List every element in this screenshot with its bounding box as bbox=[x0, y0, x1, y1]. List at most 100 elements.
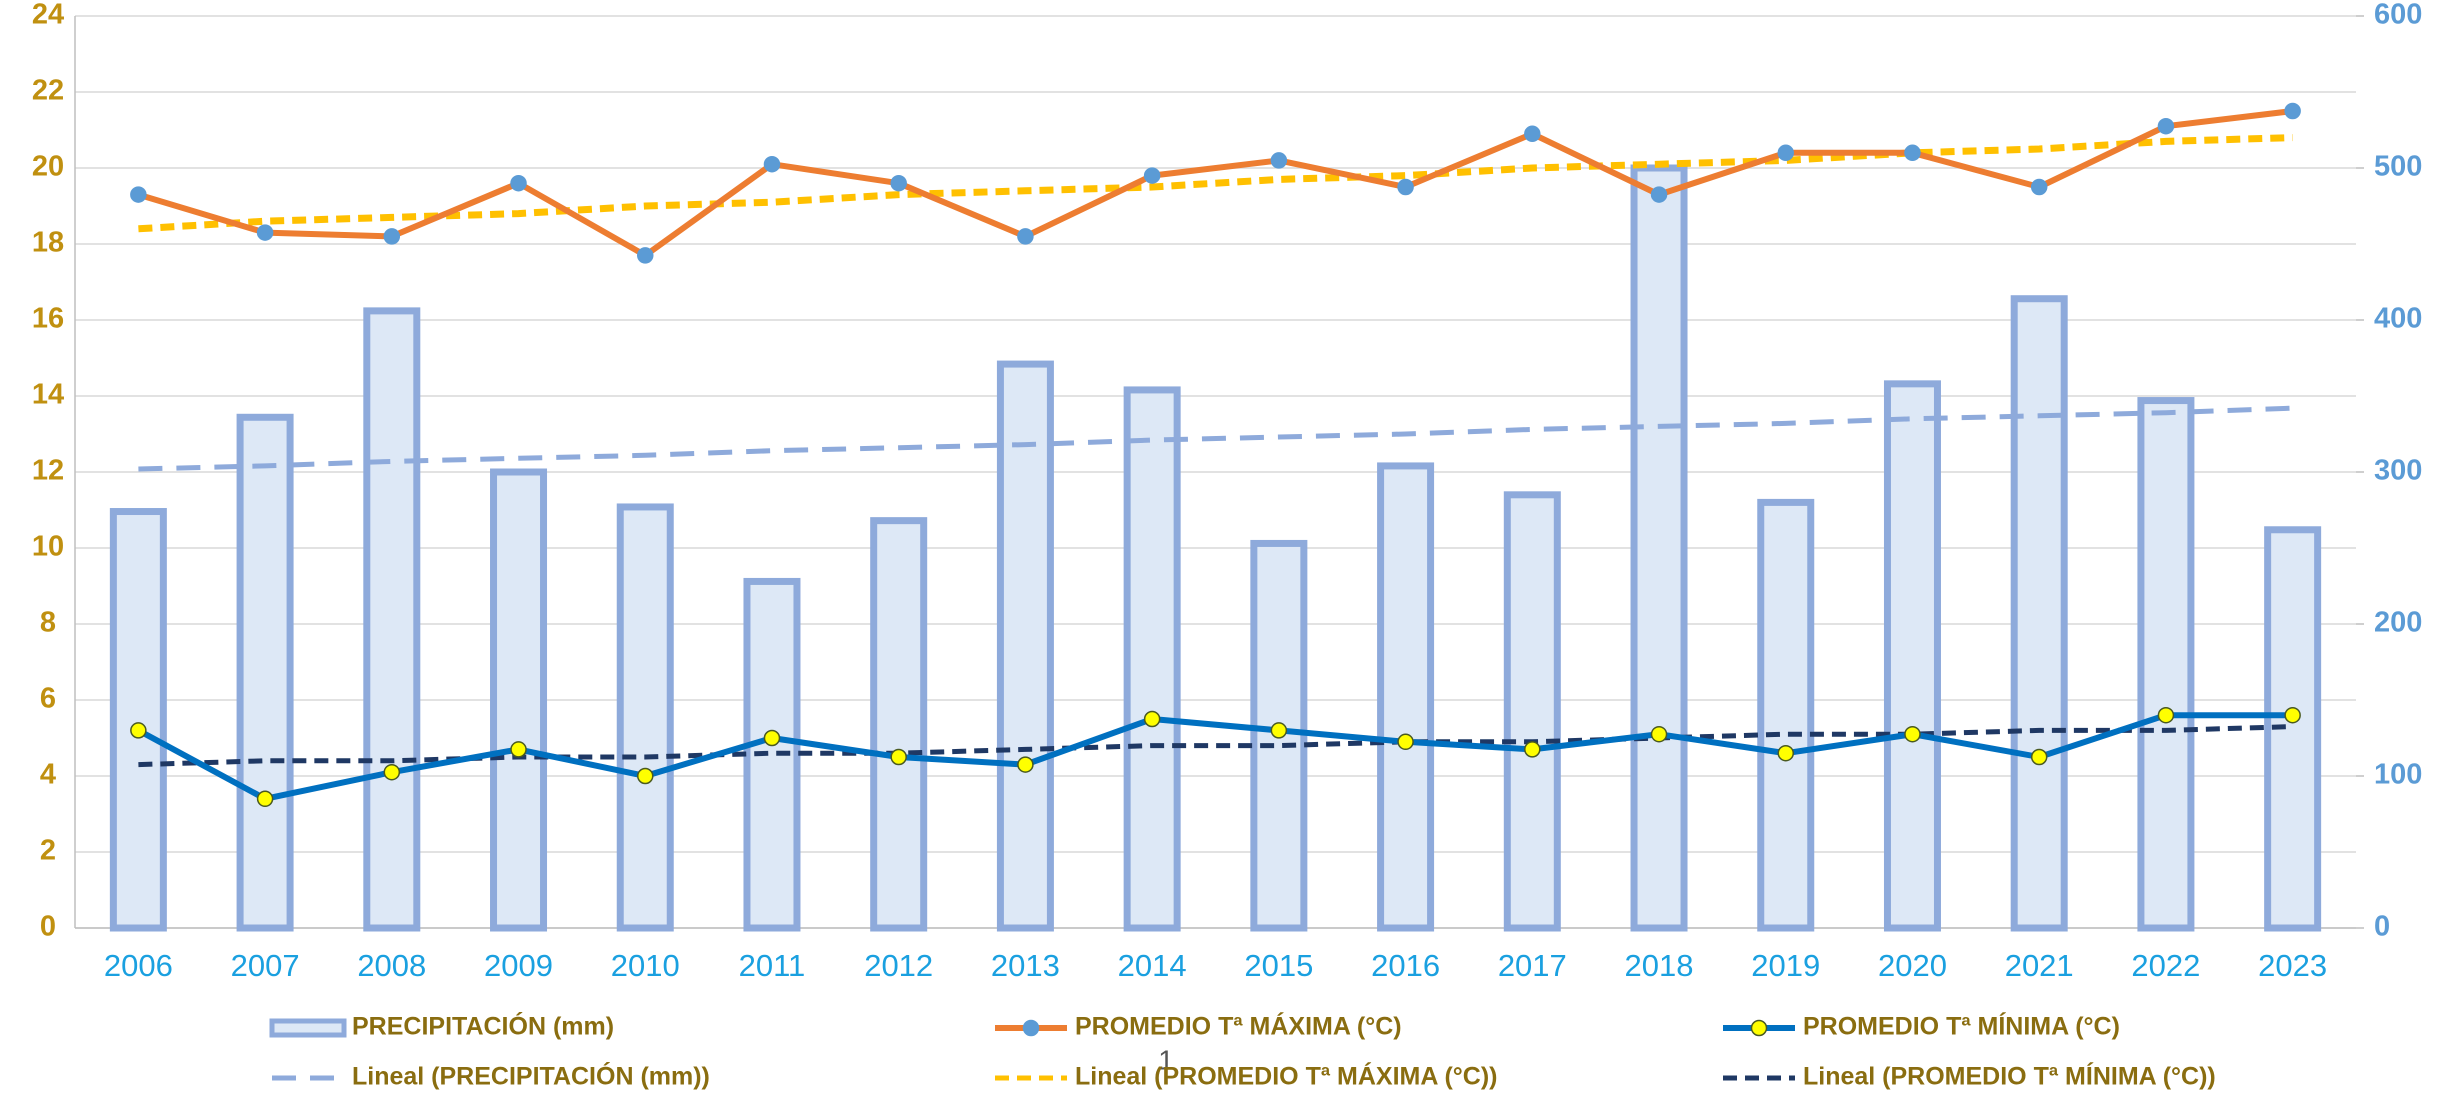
x-tick-label: 2019 bbox=[1751, 948, 1820, 983]
legend-label: Lineal (PROMEDIO Tª MÁXIMA (°C)) bbox=[1075, 1062, 1497, 1091]
bar bbox=[236, 413, 294, 932]
marker bbox=[2030, 748, 2048, 766]
marker bbox=[2284, 102, 2301, 120]
bar bbox=[2264, 526, 2322, 932]
y2-tick-label: 400 bbox=[2374, 303, 2422, 335]
x-tick-label: 2007 bbox=[231, 948, 300, 983]
marker bbox=[1777, 744, 1794, 762]
y2-tick-label: 600 bbox=[2374, 0, 2422, 31]
y-tick-label: 2 bbox=[40, 835, 56, 867]
x-tick-label: 2015 bbox=[1244, 948, 1313, 983]
marker bbox=[1397, 178, 1414, 196]
legend-label: PROMEDIO Tª MÍNIMA (°C) bbox=[1803, 1012, 2120, 1041]
y2-tick-label: 200 bbox=[2374, 607, 2422, 639]
bar bbox=[616, 503, 674, 932]
legend-label: Lineal (PROMEDIO Tª MÍNIMA (°C)) bbox=[1803, 1062, 2216, 1091]
y-tick-label: 12 bbox=[32, 455, 64, 487]
y-tick-label: 24 bbox=[32, 0, 64, 31]
marker bbox=[2157, 706, 2175, 724]
x-tick-label: 2010 bbox=[611, 948, 680, 983]
bar bbox=[1123, 386, 1181, 932]
x-tick-label: 2012 bbox=[864, 948, 933, 983]
y2-tick-label: 100 bbox=[2374, 759, 2422, 791]
page-number: 1 bbox=[1158, 1044, 1174, 1075]
marker bbox=[1270, 152, 1288, 169]
marker bbox=[1524, 741, 1541, 758]
x-tick-label: 2018 bbox=[1625, 948, 1694, 983]
x-tick-label: 2022 bbox=[2131, 948, 2200, 983]
marker bbox=[1650, 725, 1668, 743]
y-tick-label: 4 bbox=[40, 759, 56, 791]
marker bbox=[383, 228, 401, 245]
y-tick-label: 6 bbox=[40, 683, 56, 715]
bar bbox=[1757, 498, 1815, 932]
x-tick-label: 2020 bbox=[1878, 948, 1947, 983]
line-trend bbox=[138, 724, 2293, 768]
marker bbox=[1017, 756, 1034, 773]
bar bbox=[109, 508, 167, 932]
bar bbox=[2010, 295, 2068, 932]
bar bbox=[1377, 462, 1435, 932]
marker bbox=[1017, 228, 1034, 245]
bar bbox=[363, 307, 421, 932]
marker bbox=[763, 155, 781, 173]
marker bbox=[1143, 710, 1161, 728]
marker bbox=[1650, 186, 1668, 203]
legend-label: PROMEDIO Tª MÁXIMA (°C) bbox=[1075, 1012, 1402, 1041]
y-tick-label: 10 bbox=[32, 531, 64, 563]
y-tick-label: 16 bbox=[32, 303, 64, 335]
marker bbox=[637, 767, 654, 785]
y-tick-label: 22 bbox=[32, 75, 64, 107]
marker bbox=[2030, 178, 2048, 196]
x-tick-label: 2009 bbox=[484, 948, 553, 983]
bar bbox=[1503, 491, 1561, 932]
marker bbox=[1904, 144, 1921, 162]
marker bbox=[383, 763, 401, 781]
legend-swatch bbox=[269, 1018, 347, 1038]
marker bbox=[2284, 706, 2301, 724]
marker bbox=[2157, 117, 2175, 135]
legend-marker bbox=[1022, 1019, 1040, 1037]
x-tick-label: 2017 bbox=[1498, 948, 1567, 983]
y-tick-label: 20 bbox=[32, 151, 64, 183]
marker bbox=[1777, 144, 1794, 162]
marker bbox=[510, 741, 527, 758]
bar bbox=[870, 517, 928, 932]
marker bbox=[256, 790, 274, 808]
y-tick-label: 14 bbox=[32, 379, 64, 411]
bar bbox=[996, 360, 1054, 932]
y2-tick-label: 0 bbox=[2374, 911, 2390, 943]
y-tick-label: 8 bbox=[40, 607, 56, 639]
bar bbox=[1883, 380, 1941, 932]
marker bbox=[1397, 733, 1414, 751]
y-tick-label: 18 bbox=[32, 227, 64, 259]
line-trend bbox=[138, 134, 2293, 233]
legend-label: Lineal (PRECIPITACIÓN (mm)) bbox=[352, 1061, 710, 1091]
marker bbox=[763, 729, 781, 747]
line-line bbox=[137, 108, 2293, 259]
x-tick-label: 2023 bbox=[2258, 948, 2327, 983]
marker bbox=[1270, 722, 1288, 739]
legend-marker bbox=[1750, 1019, 1768, 1037]
bar bbox=[490, 468, 548, 932]
line-trend bbox=[138, 405, 2293, 472]
y2-tick-label: 300 bbox=[2374, 455, 2422, 487]
bar bbox=[1630, 164, 1688, 932]
marker bbox=[637, 247, 654, 264]
line-line bbox=[136, 712, 2293, 802]
marker bbox=[256, 224, 274, 241]
y-tick-label: 0 bbox=[40, 911, 56, 943]
x-tick-label: 2011 bbox=[739, 948, 806, 983]
legend-label: PRECIPITACIÓN (mm) bbox=[352, 1011, 614, 1041]
marker bbox=[890, 174, 907, 192]
x-tick-label: 2021 bbox=[2005, 948, 2074, 983]
x-tick-label: 2016 bbox=[1371, 948, 1440, 983]
bar bbox=[2137, 397, 2195, 932]
x-tick-label: 2006 bbox=[104, 948, 173, 983]
marker bbox=[890, 748, 907, 766]
x-tick-label: 2014 bbox=[1118, 948, 1187, 983]
marker bbox=[1524, 125, 1541, 143]
y2-tick-label: 500 bbox=[2374, 151, 2422, 183]
marker bbox=[1143, 167, 1161, 184]
